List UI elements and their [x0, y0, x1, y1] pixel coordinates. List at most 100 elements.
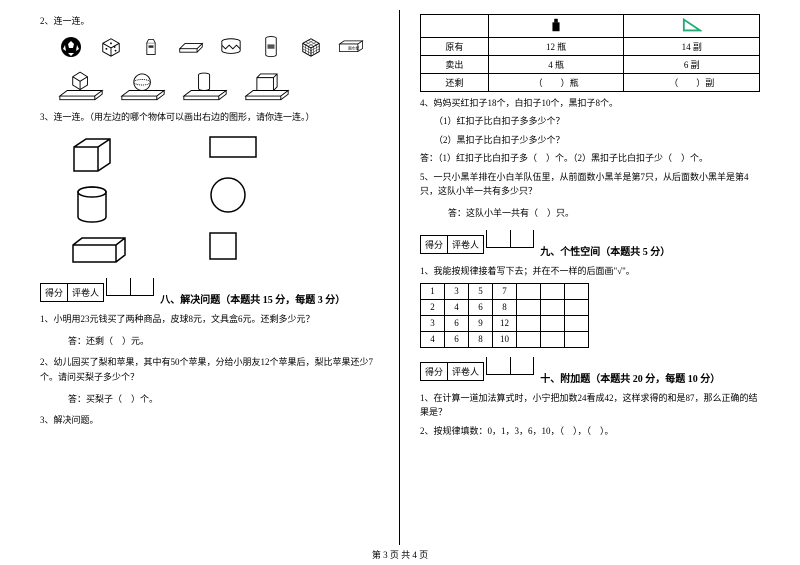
pattern-cell: 3	[421, 315, 445, 331]
grader-label: 评卷人	[68, 284, 103, 301]
q3-label: 3、连一连。（用左边的哪个物体可以画出右边的图形，请你连一连。）	[40, 110, 379, 124]
q10-2: 2、按规律填数：0，1，3，6，10，（ ），（ ）。	[420, 424, 760, 438]
section-10-row: 得分 评卷人 十、附加题（本题共 20 分，每题 10 分）	[420, 354, 760, 385]
q8-1: 1、小明用23元钱买了两种商品，皮球8元，文具盒6元。还剩多少元？	[40, 312, 379, 326]
pattern-cell: 6	[445, 315, 469, 331]
pattern-cell	[565, 331, 589, 347]
pattern-cell: 1	[421, 283, 445, 299]
section-8-title: 八、解决问题（本题共 15 分，每题 3 分）	[160, 291, 345, 306]
q3-shapes-row	[40, 135, 379, 265]
pattern-cell	[565, 315, 589, 331]
q2-label: 2、连一连。	[40, 14, 379, 28]
score-label: 得分	[421, 363, 448, 380]
pattern-cell: 4	[421, 331, 445, 347]
drum-icon	[218, 34, 244, 60]
section-9-title: 九、个性空间（本题共 5 分）	[540, 243, 670, 258]
pattern-cell: 4	[445, 299, 469, 315]
page-container: 2、连一连。 面巾纸	[0, 0, 800, 545]
score-blank	[106, 278, 130, 296]
pattern-cell	[517, 315, 541, 331]
q9-1: 1、我能按规律接着写下去；并在不一样的后面画"√"。	[420, 264, 760, 278]
table-cell: 4 瓶	[488, 56, 624, 74]
eraser-icon	[178, 34, 204, 60]
pattern-cell: 6	[445, 331, 469, 347]
grader-label: 评卷人	[448, 236, 483, 253]
q10-1: 1、在计算一道加法算式时，小宁把加数24看成42，这样求得的和是87，那么正确的…	[420, 391, 760, 420]
pattern-cell: 2	[421, 299, 445, 315]
section-9-row: 得分 评卷人 九、个性空间（本题共 5 分）	[420, 227, 760, 258]
q8-3: 3、解决问题。	[40, 413, 379, 427]
q4-1: （1）红扣子比白扣子多多少个？	[434, 114, 760, 128]
pattern-cell	[517, 283, 541, 299]
tray-cube-icon	[58, 68, 104, 102]
score-label: 得分	[421, 236, 448, 253]
left-column: 2、连一连。 面巾纸	[30, 10, 400, 545]
score-box-9: 得分 评卷人	[420, 227, 534, 258]
svg-text:面巾纸: 面巾纸	[348, 46, 360, 51]
score-blank	[486, 357, 510, 375]
tray-cuboid-icon	[244, 68, 290, 102]
pattern-cell: 5	[469, 283, 493, 299]
pattern-cell	[565, 299, 589, 315]
cylinder-icon	[70, 185, 114, 225]
right-column: 原有 12 瓶 14 副 卖出 4 瓶 6 副 还剩 （ ）瓶 （ ）副 4、妈…	[400, 10, 770, 545]
grader-blank	[130, 278, 154, 296]
page-footer: 第 3 页 共 4 页	[0, 548, 800, 561]
table-cell: （ ）副	[624, 74, 760, 92]
pattern-cell: 9	[469, 315, 493, 331]
q5: 5、一只小黑羊排在小白羊队伍里，从前面数小黑羊是第7只，从后面数小黑羊是第4只，…	[420, 170, 760, 199]
pattern-cell: 6	[469, 299, 493, 315]
pattern-cell: 12	[493, 315, 517, 331]
q8-2-ans: 答：买梨子（ ）个。	[68, 392, 379, 405]
pattern-cell: 8	[469, 331, 493, 347]
pattern-cell	[517, 331, 541, 347]
pattern-cell	[565, 283, 589, 299]
rectangle-icon	[208, 135, 258, 159]
square-icon	[208, 231, 238, 261]
score-box-8: 得分 评卷人	[40, 275, 154, 306]
q5-ans: 答：这队小羊一共有（ ）只。	[448, 206, 760, 219]
table-cell: 14 副	[624, 38, 760, 56]
table-cell: 还剩	[421, 74, 489, 92]
score-box-10: 得分 评卷人	[420, 354, 534, 385]
table-cell: 卖出	[421, 56, 489, 74]
tray-sphere-icon	[120, 68, 166, 102]
can-icon	[258, 34, 284, 60]
shapes-2d-col	[208, 135, 258, 265]
cube-icon	[70, 135, 114, 175]
table-cell: （ ）瓶	[488, 74, 624, 92]
inventory-table: 原有 12 瓶 14 副 卖出 4 瓶 6 副 还剩 （ ）瓶 （ ）副	[420, 14, 760, 92]
pattern-cell	[541, 299, 565, 315]
pattern-table: 1357 2468 36912 46810	[420, 283, 589, 348]
q4: 4、妈妈买红扣子18个，白扣子10个，黑扣子8个。	[420, 96, 760, 110]
pattern-cell	[541, 283, 565, 299]
triangle-ruler-header	[624, 15, 760, 38]
circle-icon	[208, 175, 248, 215]
shapes-3d-col	[70, 135, 128, 265]
q4-2: （2）黑扣子比白扣子少多少个？	[434, 133, 760, 147]
table-cell: 原有	[421, 38, 489, 56]
section-10-title: 十、附加题（本题共 20 分，每题 10 分）	[540, 370, 720, 385]
section-8-row: 得分 评卷人 八、解决问题（本题共 15 分，每题 3 分）	[40, 275, 379, 306]
ink-bottle-header	[488, 15, 624, 38]
table-header-blank	[421, 15, 489, 38]
table-cell: 12 瓶	[488, 38, 624, 56]
pattern-cell	[541, 315, 565, 331]
grader-label: 评卷人	[448, 363, 483, 380]
grader-blank	[510, 357, 534, 375]
q8-2: 2、幼儿园买了梨和苹果，其中有50个苹果，分给小朋友12个苹果后，梨比苹果还少7…	[40, 355, 379, 384]
pattern-cell: 7	[493, 283, 517, 299]
score-label: 得分	[41, 284, 68, 301]
rubiks-cube-icon	[298, 34, 324, 60]
grader-blank	[510, 230, 534, 248]
pattern-cell: 8	[493, 299, 517, 315]
tissue-box-icon: 面巾纸	[338, 34, 364, 60]
q2-icons-row: 面巾纸	[58, 34, 379, 60]
q8-1-ans: 答：还剩（ ）元。	[68, 334, 379, 347]
table-cell: 6 副	[624, 56, 760, 74]
soccer-ball-icon	[58, 34, 84, 60]
dice-icon	[98, 34, 124, 60]
pattern-cell: 10	[493, 331, 517, 347]
score-blank	[486, 230, 510, 248]
pattern-cell: 3	[445, 283, 469, 299]
